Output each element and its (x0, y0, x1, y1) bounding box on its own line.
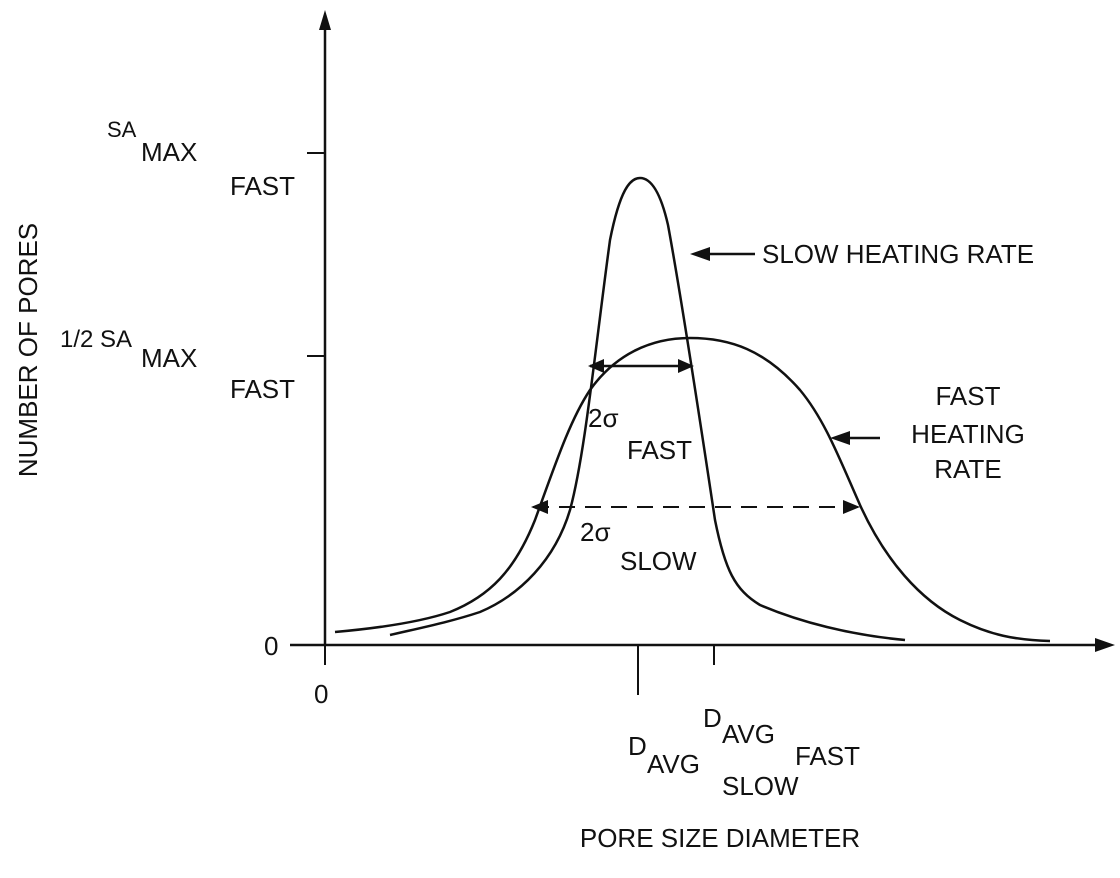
svg-text:D: D (703, 703, 722, 733)
svg-text:RATE: RATE (934, 454, 1001, 484)
x-origin-label: 0 (314, 679, 328, 709)
y-tick-label-half: 1/2 SA MAX FAST (60, 326, 295, 404)
x-axis-arrowhead (1095, 638, 1115, 652)
slow-heating-rate-label: SLOW HEATING RATE (762, 239, 1034, 269)
x-tick-label-davg-fast: D AVG FAST (703, 703, 860, 771)
sigma-fast-arrowhead-right (678, 359, 694, 373)
fast-heating-curve (334, 336, 1051, 643)
svg-text:MAX: MAX (141, 137, 197, 167)
svg-text:SLOW: SLOW (620, 546, 697, 576)
sigma-slow-label: 2σ SLOW (580, 517, 697, 576)
sigma-slow-arrowhead-right (843, 500, 860, 514)
svg-text:FAST: FAST (627, 435, 692, 465)
svg-text:SA: SA (107, 117, 137, 142)
x-tick-label-davg-slow: D AVG SLOW (628, 731, 799, 801)
svg-text:D: D (628, 731, 647, 761)
svg-text:HEATING: HEATING (911, 419, 1025, 449)
svg-text:2σ: 2σ (588, 403, 619, 433)
slow-curve-pointer-head (690, 247, 710, 261)
fast-curve-pointer-head (830, 431, 850, 445)
svg-text:FAST: FAST (230, 171, 295, 201)
svg-text:MAX: MAX (141, 343, 197, 373)
svg-text:AVG: AVG (722, 719, 775, 749)
fast-heating-rate-label: FAST HEATING RATE (911, 381, 1025, 484)
sigma-fast-arrowhead-left (588, 359, 604, 373)
y-axis-arrowhead (319, 10, 331, 30)
sigma-fast-label: 2σ FAST (588, 403, 692, 465)
y-tick-label-max: SA MAX FAST (107, 117, 295, 201)
svg-text:AVG: AVG (647, 749, 700, 779)
x-axis-label: PORE SIZE DIAMETER (580, 823, 860, 853)
sigma-slow-arrowhead-left (531, 500, 548, 514)
svg-text:1/2 SA: 1/2 SA (60, 326, 132, 353)
svg-text:FAST: FAST (935, 381, 1000, 411)
svg-text:SLOW: SLOW (722, 771, 799, 801)
svg-text:2σ: 2σ (580, 517, 611, 547)
slow-heating-curve (389, 176, 906, 642)
y-axis-label: NUMBER OF PORES (13, 223, 43, 477)
y-origin-label: 0 (264, 631, 278, 661)
svg-text:FAST: FAST (230, 374, 295, 404)
svg-text:FAST: FAST (795, 741, 860, 771)
